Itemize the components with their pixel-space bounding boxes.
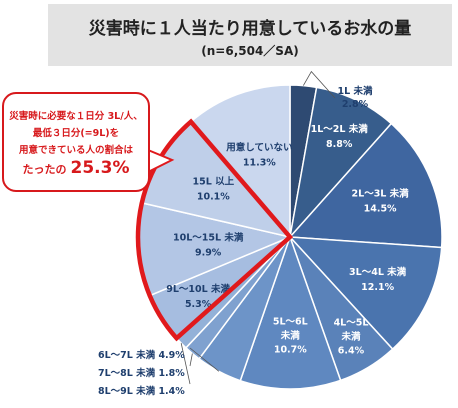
pie-slice-6 [239,234,342,390]
pie-slice-2 [288,86,393,240]
leader-lines [180,70,336,385]
slice-label-7: 6L～7L 未満 4.9% [98,349,185,361]
chart-title: 災害時に１人当たり用意しているお水の量 [88,19,412,39]
slice-label-5: 4L～5L [334,318,369,329]
slice-label-1: 1L 未満 [338,85,373,97]
pie-slice-13 [189,84,291,240]
slice-value-6: 10.7% [274,344,307,355]
chart-subtitle: (n=6,504／SA) [201,44,299,58]
pie-slice-3 [288,122,443,249]
slice-label-3: 2L～3L 未満 [352,187,410,199]
slice-label-11: 10L～15L 未満 [173,231,244,243]
slice-label-13: 用意していない [225,141,292,153]
slice-value-5: 6.4% [338,346,365,357]
slice-label-10: 9L～10L 未満 [166,283,230,295]
slice-value-13: 11.3% [243,157,276,168]
title-box: 災害時に１人当たり用意しているお水の量 (n=6,504／SA) [48,4,452,66]
leader-line-1 [303,70,336,99]
callout-line-3: 用意できている人の割合は [18,145,133,156]
slice-label-4: 3L～4L 未満 [349,266,407,278]
slice-value-2: 8.8% [326,139,353,150]
highlight-outline [135,118,294,342]
leader-line-8 [189,353,193,367]
slice-label-6-b: 未満 [280,329,301,341]
slice-label-8: 7L～8L 未満 1.8% [98,367,185,379]
slice-value-12: 10.1% [197,191,230,202]
slice-value-11: 9.9% [195,247,222,258]
slice-value-3: 14.5% [364,203,397,214]
pie-slice-4 [288,236,443,351]
callout-result-value: 25.3% [70,158,130,178]
slice-value-1: 2.8% [342,99,369,110]
callout-result: たったの 25.3% [4,158,148,178]
pie-slices [137,84,443,390]
slice-label-6: 5L～6L [273,316,308,327]
slice-value-10: 5.3% [185,299,212,310]
slice-label-2: 1L～2L 未満 [311,123,369,135]
slice-label-9: 8L～9L 未満 1.4% [98,385,185,397]
callout-result-prefix: たったの [22,163,67,176]
callout-line-1: 災害時に必要な１日分 3L/人、 [9,111,143,122]
slice-labels: 1L 未満 2.8% 1L～2L 未満 8.8% 2L～3L 未満 14.5% 3L～4L … [98,85,409,397]
leader-line-7 [189,347,220,372]
leader-line-9 [180,343,191,385]
slice-label-5-b: 未満 [340,331,361,343]
slice-value-4: 12.1% [361,282,394,293]
callout-line-2: 最低３日分(=9L)を [32,128,120,139]
callout-box: 災害時に必要な１日分 3L/人、 最低３日分(=9L)を 用意できている人の割合… [2,92,150,192]
slice-label-12: 15L 以上 [193,175,235,187]
